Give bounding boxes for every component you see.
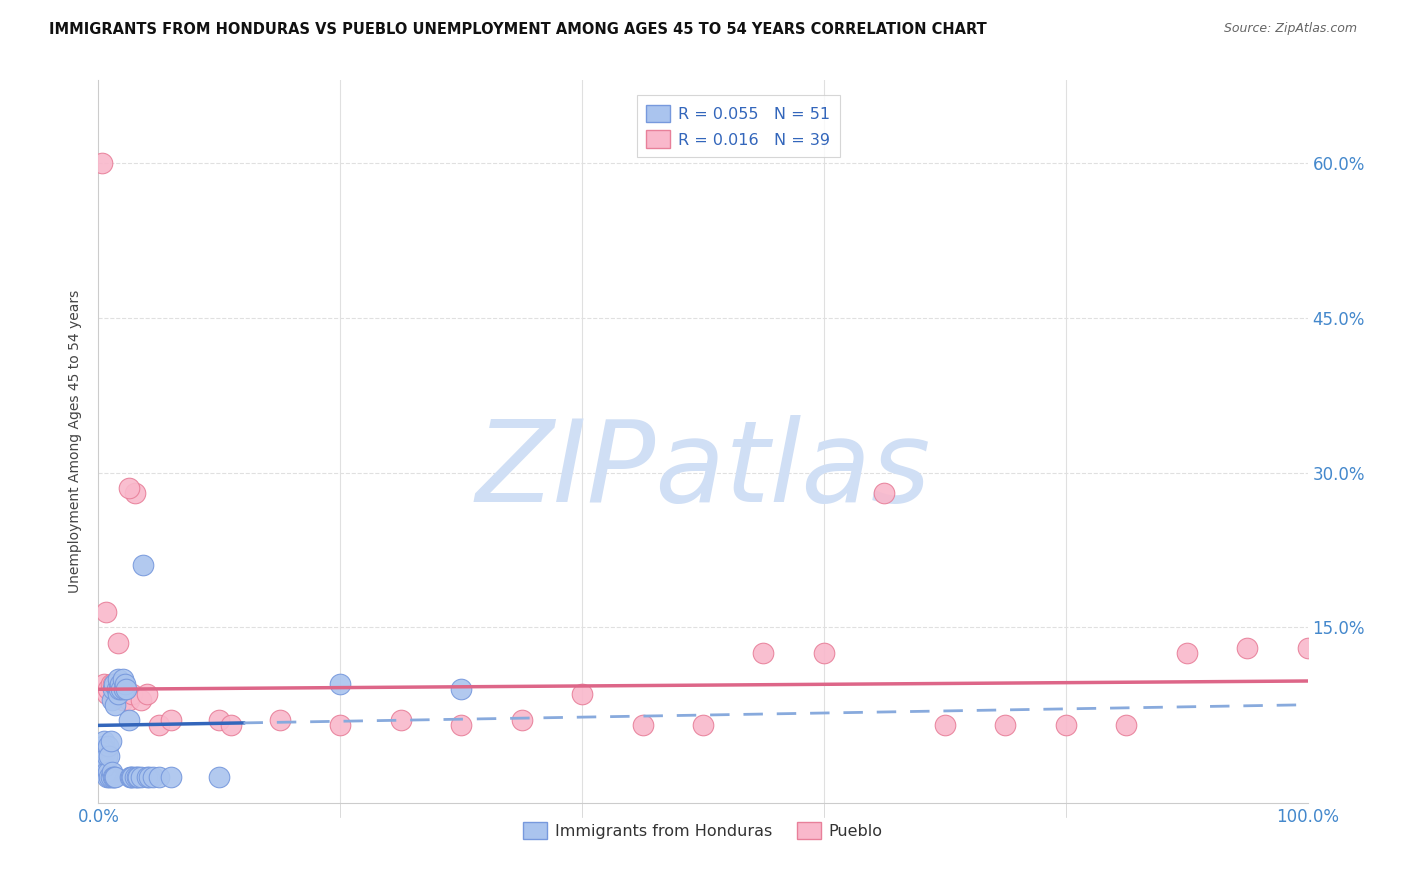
Text: ZIPatlas: ZIPatlas — [475, 415, 931, 526]
Point — [1175, 646, 1198, 660]
Point — [450, 682, 472, 697]
Point — [108, 682, 131, 697]
Point — [101, 682, 124, 697]
Point — [91, 749, 114, 764]
Point — [110, 682, 132, 697]
Y-axis label: Unemployment Among Ages 45 to 54 years: Unemployment Among Ages 45 to 54 years — [69, 290, 83, 593]
Point — [208, 713, 231, 727]
Point — [1054, 718, 1077, 732]
Point — [121, 770, 143, 784]
Point — [97, 764, 120, 779]
Point — [100, 677, 122, 691]
Point — [103, 677, 125, 691]
Point — [450, 718, 472, 732]
Point — [100, 692, 122, 706]
Point — [389, 713, 412, 727]
Point — [120, 770, 142, 784]
Point — [127, 770, 149, 784]
Point — [91, 156, 114, 170]
Point — [138, 770, 160, 784]
Point — [111, 672, 134, 686]
Point — [114, 682, 136, 697]
Point — [160, 713, 183, 727]
Point — [94, 605, 117, 619]
Point — [112, 682, 135, 697]
Point — [98, 770, 121, 784]
Point — [148, 770, 170, 784]
Point — [94, 744, 117, 758]
Point — [115, 682, 138, 697]
Point — [104, 687, 127, 701]
Point — [121, 687, 143, 701]
Point — [142, 770, 165, 784]
Point — [114, 677, 136, 691]
Point — [93, 734, 115, 748]
Point — [108, 677, 131, 691]
Point — [934, 718, 956, 732]
Point — [813, 646, 835, 660]
Point — [98, 749, 121, 764]
Point — [127, 770, 149, 784]
Point — [1115, 718, 1137, 732]
Point — [107, 687, 129, 701]
Point — [93, 677, 115, 691]
Point — [104, 770, 127, 784]
Point — [269, 713, 291, 727]
Point — [124, 770, 146, 784]
Point — [111, 692, 134, 706]
Point — [1236, 640, 1258, 655]
Point — [129, 770, 152, 784]
Text: IMMIGRANTS FROM HONDURAS VS PUEBLO UNEMPLOYMENT AMONG AGES 45 TO 54 YEARS CORREL: IMMIGRANTS FROM HONDURAS VS PUEBLO UNEMP… — [49, 22, 987, 37]
Point — [104, 698, 127, 712]
Point — [103, 770, 125, 784]
Point — [91, 755, 114, 769]
Point — [631, 718, 654, 732]
Point — [873, 486, 896, 500]
Point — [329, 718, 352, 732]
Point — [107, 672, 129, 686]
Point — [97, 682, 120, 697]
Point — [100, 770, 122, 784]
Point — [97, 739, 120, 753]
Point — [118, 481, 141, 495]
Point — [1296, 640, 1319, 655]
Point — [994, 718, 1017, 732]
Point — [752, 646, 775, 660]
Point — [101, 677, 124, 691]
Point — [94, 764, 117, 779]
Point — [124, 486, 146, 500]
Point — [135, 687, 157, 701]
Point — [135, 770, 157, 784]
Point — [208, 770, 231, 784]
Point — [148, 718, 170, 732]
Point — [105, 682, 128, 697]
Point — [93, 760, 115, 774]
Point — [132, 558, 155, 573]
Point — [107, 636, 129, 650]
Point — [101, 770, 124, 784]
Text: Source: ZipAtlas.com: Source: ZipAtlas.com — [1223, 22, 1357, 36]
Point — [329, 677, 352, 691]
Point — [129, 692, 152, 706]
Point — [96, 687, 118, 701]
Point — [692, 718, 714, 732]
Point — [221, 718, 243, 732]
Point — [160, 770, 183, 784]
Point — [96, 749, 118, 764]
Point — [91, 739, 114, 753]
Point — [100, 734, 122, 748]
Point — [96, 770, 118, 784]
Legend: Immigrants from Honduras, Pueblo: Immigrants from Honduras, Pueblo — [517, 815, 889, 846]
Point — [90, 744, 112, 758]
Point — [571, 687, 593, 701]
Point — [100, 764, 122, 779]
Point — [118, 692, 141, 706]
Point — [118, 770, 141, 784]
Point — [118, 713, 141, 727]
Point — [510, 713, 533, 727]
